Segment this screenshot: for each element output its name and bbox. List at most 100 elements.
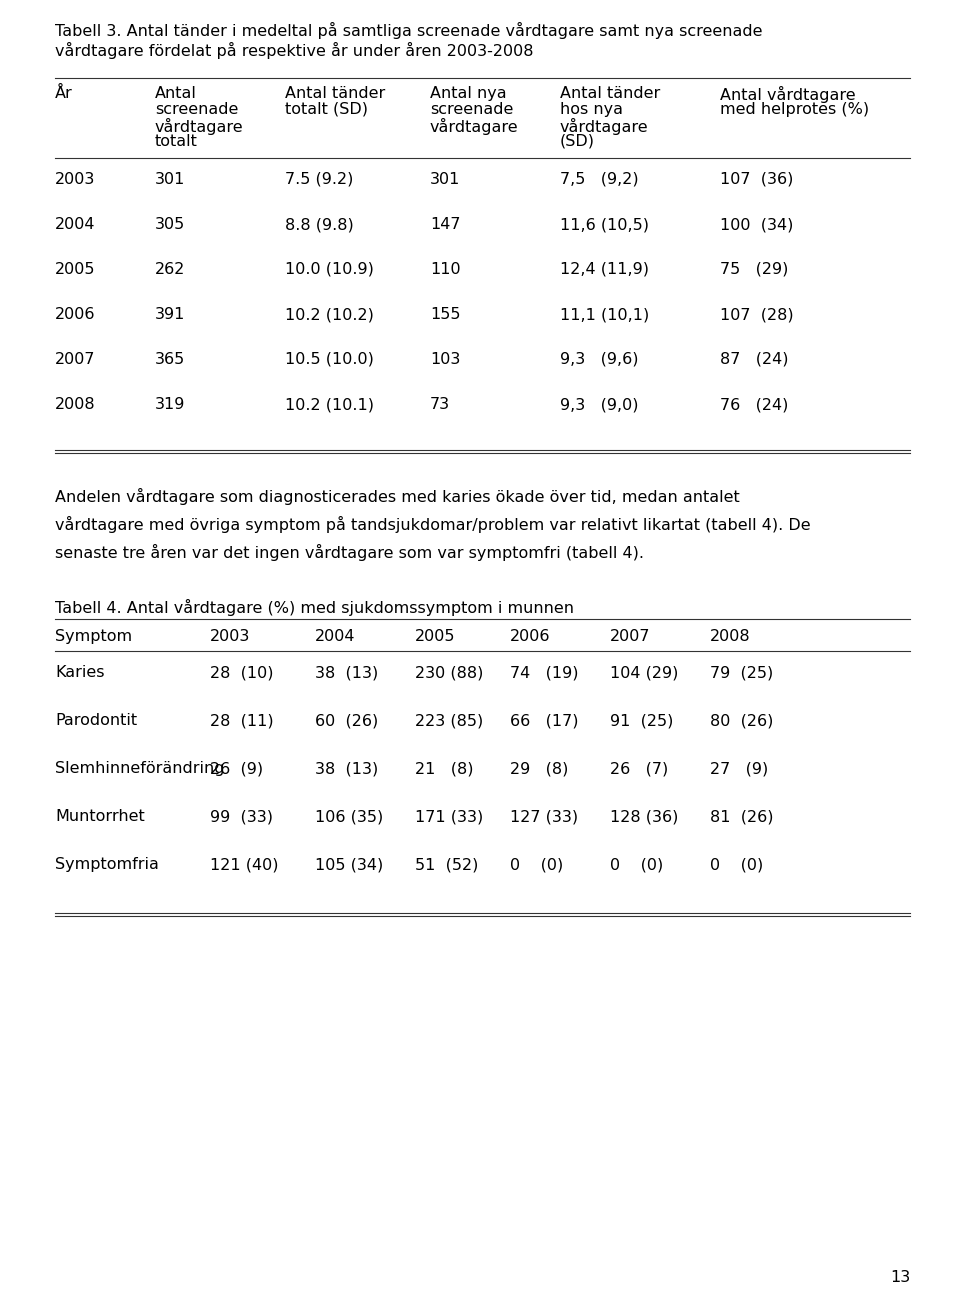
Text: Antal tänder: Antal tänder: [285, 86, 385, 101]
Text: screenade: screenade: [430, 102, 514, 117]
Text: vårdtagare: vårdtagare: [155, 119, 244, 135]
Text: Antal: Antal: [155, 86, 197, 101]
Text: 100  (34): 100 (34): [720, 217, 793, 232]
Text: 128 (36): 128 (36): [610, 809, 679, 824]
Text: 2004: 2004: [315, 629, 355, 644]
Text: 301: 301: [430, 171, 461, 187]
Text: 11,6 (10,5): 11,6 (10,5): [560, 217, 649, 232]
Text: 2006: 2006: [55, 307, 95, 322]
Text: totalt (SD): totalt (SD): [285, 102, 368, 117]
Text: 104 (29): 104 (29): [610, 665, 679, 681]
Text: 10.0 (10.9): 10.0 (10.9): [285, 262, 373, 277]
Text: 230 (88): 230 (88): [415, 665, 484, 681]
Text: 75   (29): 75 (29): [720, 262, 788, 277]
Text: 51  (52): 51 (52): [415, 857, 478, 871]
Text: 391: 391: [155, 307, 185, 322]
Text: Symptom: Symptom: [55, 629, 132, 644]
Text: 105 (34): 105 (34): [315, 857, 383, 871]
Text: 365: 365: [155, 352, 185, 367]
Text: 74   (19): 74 (19): [510, 665, 579, 681]
Text: 2005: 2005: [55, 262, 95, 277]
Text: 10.2 (10.1): 10.2 (10.1): [285, 397, 374, 412]
Text: 2004: 2004: [55, 217, 95, 232]
Text: 91  (25): 91 (25): [610, 713, 673, 728]
Text: 80  (26): 80 (26): [710, 713, 774, 728]
Text: 60  (26): 60 (26): [315, 713, 378, 728]
Text: 2003: 2003: [210, 629, 251, 644]
Text: 29   (8): 29 (8): [510, 761, 568, 776]
Text: 13: 13: [890, 1270, 910, 1285]
Text: 319: 319: [155, 397, 185, 412]
Text: 2007: 2007: [610, 629, 651, 644]
Text: 9,3   (9,6): 9,3 (9,6): [560, 352, 638, 367]
Text: 10.2 (10.2): 10.2 (10.2): [285, 307, 373, 322]
Text: vårdtagare fördelat på respektive år under åren 2003-2008: vårdtagare fördelat på respektive år und…: [55, 43, 534, 59]
Text: 10.5 (10.0): 10.5 (10.0): [285, 352, 373, 367]
Text: Antal vårdtagare: Antal vårdtagare: [720, 86, 855, 103]
Text: Slemhinneförändring: Slemhinneförändring: [55, 761, 225, 776]
Text: 121 (40): 121 (40): [210, 857, 278, 871]
Text: senaste tre åren var det ingen vårdtagare som var symptomfri (tabell 4).: senaste tre åren var det ingen vårdtagar…: [55, 544, 644, 561]
Text: 2007: 2007: [55, 352, 95, 367]
Text: 262: 262: [155, 262, 185, 277]
Text: (SD): (SD): [560, 134, 595, 150]
Text: 28  (10): 28 (10): [210, 665, 274, 681]
Text: vårdtagare: vårdtagare: [560, 119, 649, 135]
Text: 99  (33): 99 (33): [210, 809, 273, 824]
Text: 127 (33): 127 (33): [510, 809, 578, 824]
Text: Symptomfria: Symptomfria: [55, 857, 158, 871]
Text: 2008: 2008: [55, 397, 96, 412]
Text: vårdtagare med övriga symptom på tandsjukdomar/problem var relativt likartat (ta: vårdtagare med övriga symptom på tandsju…: [55, 516, 810, 534]
Text: 87   (24): 87 (24): [720, 352, 788, 367]
Text: 7,5   (9,2): 7,5 (9,2): [560, 171, 638, 187]
Text: 7.5 (9.2): 7.5 (9.2): [285, 171, 353, 187]
Text: 107  (28): 107 (28): [720, 307, 794, 322]
Text: 103: 103: [430, 352, 461, 367]
Text: 223 (85): 223 (85): [415, 713, 483, 728]
Text: 26   (7): 26 (7): [610, 761, 668, 776]
Text: 21   (8): 21 (8): [415, 761, 473, 776]
Text: 11,1 (10,1): 11,1 (10,1): [560, 307, 649, 322]
Text: Antal tänder: Antal tänder: [560, 86, 660, 101]
Text: 76   (24): 76 (24): [720, 397, 788, 412]
Text: 147: 147: [430, 217, 461, 232]
Text: 27   (9): 27 (9): [710, 761, 768, 776]
Text: 26  (9): 26 (9): [210, 761, 263, 776]
Text: 155: 155: [430, 307, 461, 322]
Text: screenade: screenade: [155, 102, 238, 117]
Text: totalt: totalt: [155, 134, 198, 150]
Text: 110: 110: [430, 262, 461, 277]
Text: 79  (25): 79 (25): [710, 665, 773, 681]
Text: 81  (26): 81 (26): [710, 809, 774, 824]
Text: År: År: [55, 86, 73, 101]
Text: 0    (0): 0 (0): [510, 857, 564, 871]
Text: 107  (36): 107 (36): [720, 171, 793, 187]
Text: Muntorrhet: Muntorrhet: [55, 809, 145, 824]
Text: Andelen vårdtagare som diagnosticerades med karies ökade över tid, medan antalet: Andelen vårdtagare som diagnosticerades …: [55, 489, 740, 505]
Text: hos nya: hos nya: [560, 102, 623, 117]
Text: 12,4 (11,9): 12,4 (11,9): [560, 262, 649, 277]
Text: 106 (35): 106 (35): [315, 809, 383, 824]
Text: vårdtagare: vårdtagare: [430, 119, 518, 135]
Text: 2008: 2008: [710, 629, 751, 644]
Text: 66   (17): 66 (17): [510, 713, 579, 728]
Text: 305: 305: [155, 217, 185, 232]
Text: Parodontit: Parodontit: [55, 713, 137, 728]
Text: 38  (13): 38 (13): [315, 761, 378, 776]
Text: 2006: 2006: [510, 629, 550, 644]
Text: Tabell 4. Antal vårdtagare (%) med sjukdomssymptom i munnen: Tabell 4. Antal vårdtagare (%) med sjukd…: [55, 599, 574, 616]
Text: 0    (0): 0 (0): [710, 857, 763, 871]
Text: Antal nya: Antal nya: [430, 86, 507, 101]
Text: 38  (13): 38 (13): [315, 665, 378, 681]
Text: 0    (0): 0 (0): [610, 857, 663, 871]
Text: Karies: Karies: [55, 665, 105, 681]
Text: 171 (33): 171 (33): [415, 809, 483, 824]
Text: 28  (11): 28 (11): [210, 713, 274, 728]
Text: 2005: 2005: [415, 629, 455, 644]
Text: 9,3   (9,0): 9,3 (9,0): [560, 397, 638, 412]
Text: med helprotes (%): med helprotes (%): [720, 102, 869, 117]
Text: 73: 73: [430, 397, 450, 412]
Text: Tabell 3. Antal tänder i medeltal på samtliga screenade vårdtagare samt nya scre: Tabell 3. Antal tänder i medeltal på sam…: [55, 22, 762, 39]
Text: 2003: 2003: [55, 171, 95, 187]
Text: 8.8 (9.8): 8.8 (9.8): [285, 217, 353, 232]
